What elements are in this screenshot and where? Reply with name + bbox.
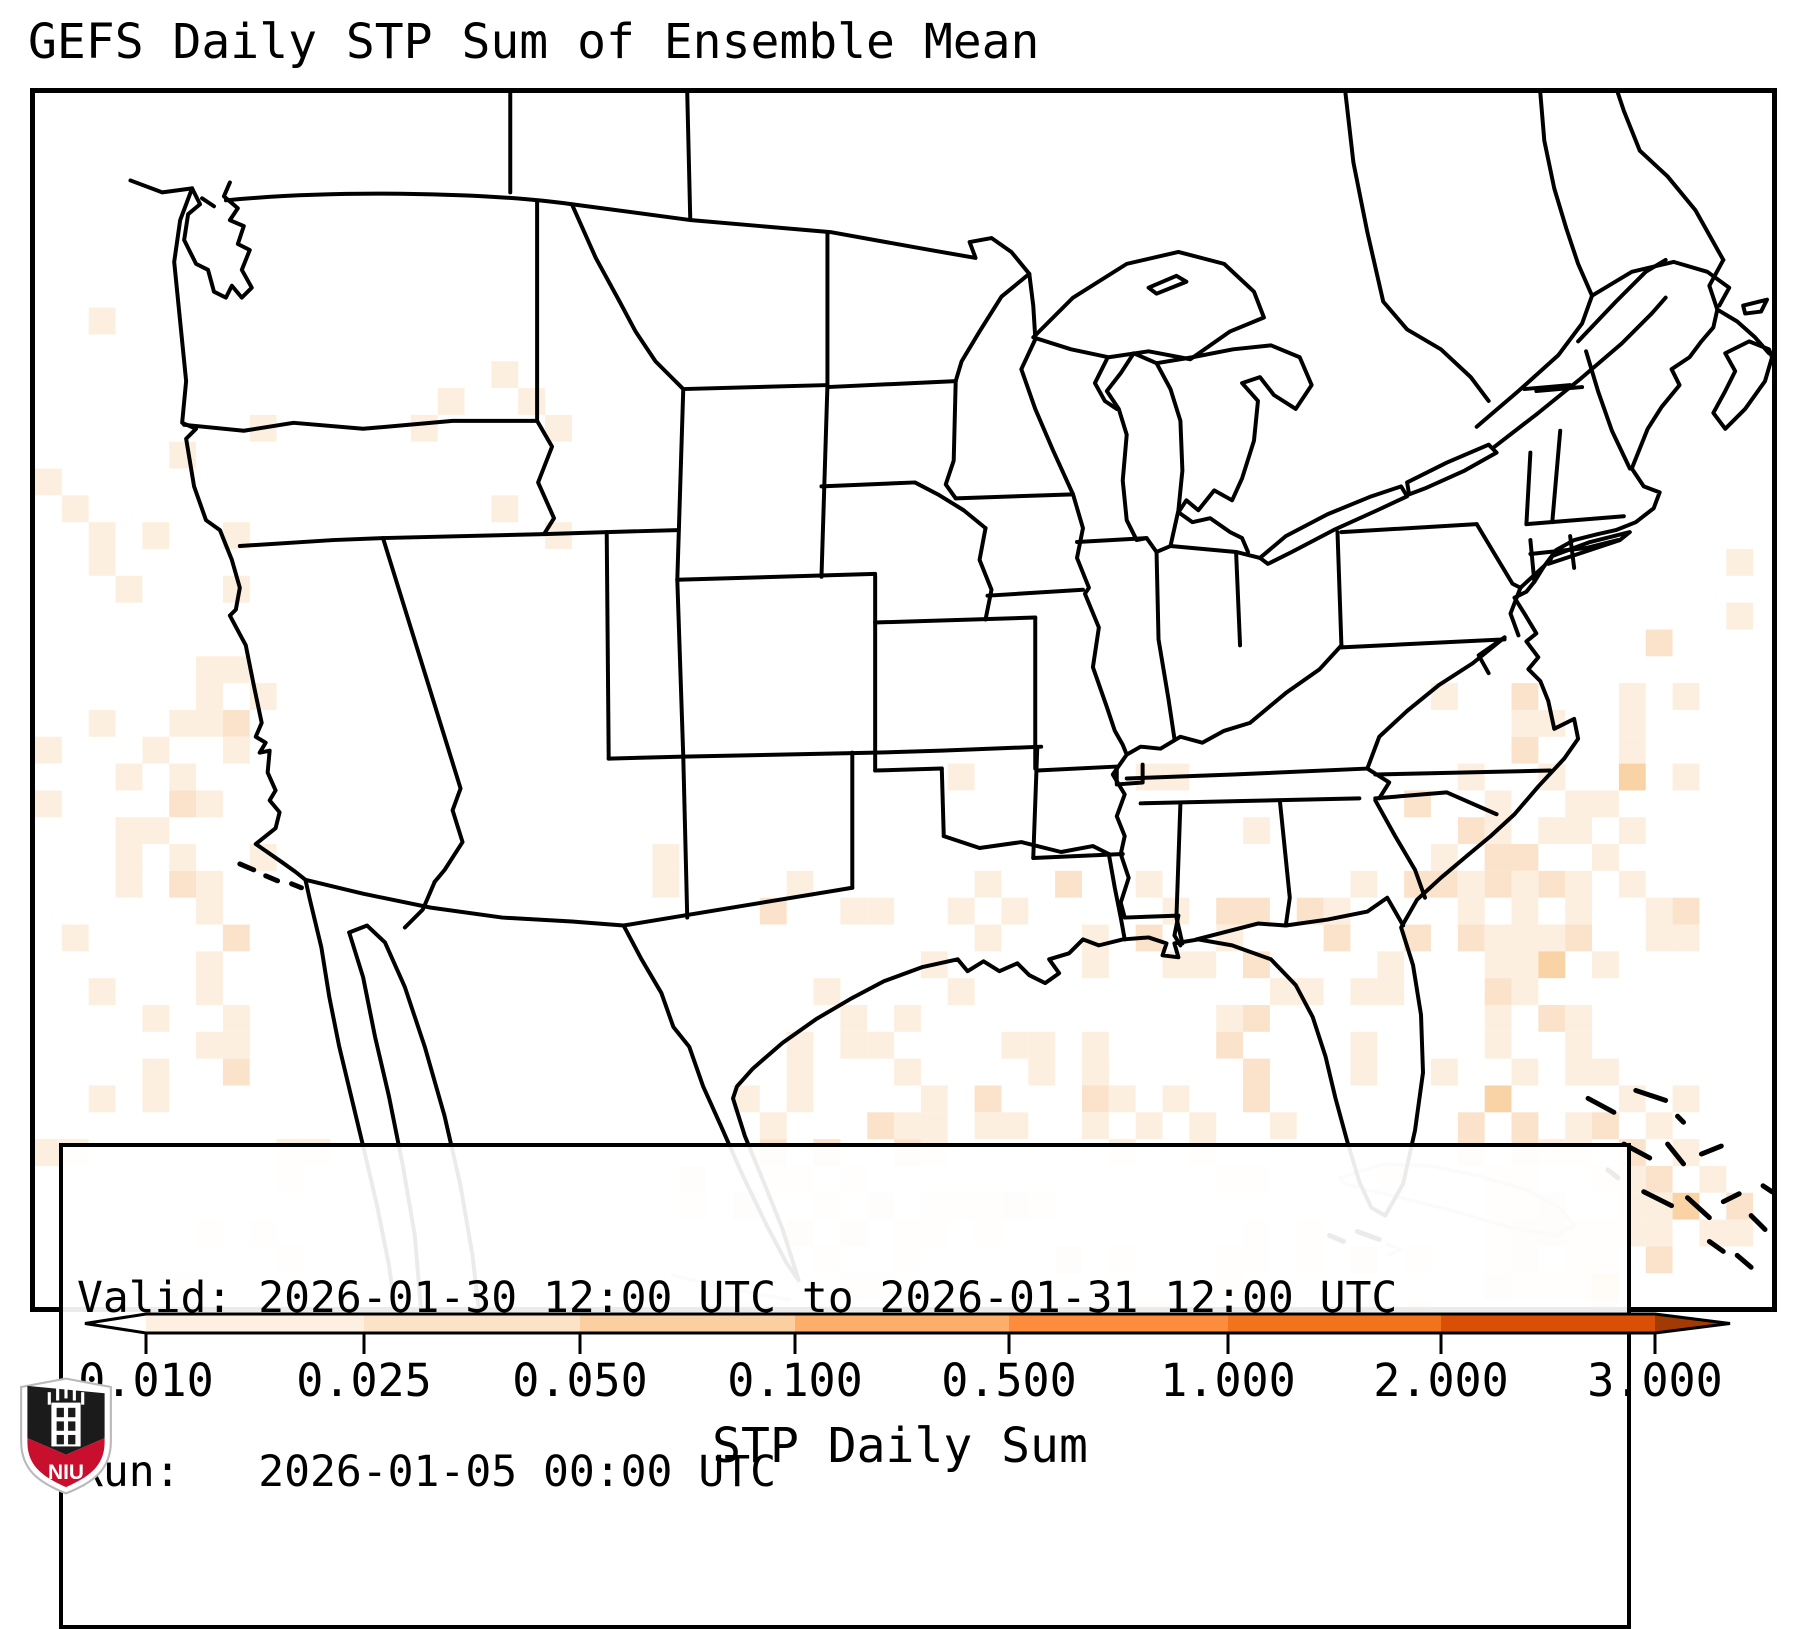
colorbar-tick-label: 3.000	[1587, 1354, 1723, 1407]
colorbar-tick-label: 2.000	[1373, 1354, 1509, 1407]
castle-windows	[56, 1407, 76, 1445]
niu-shield-icon: NIU	[20, 1377, 112, 1495]
colorbar-tick-labels: 0.010 0.025 0.050 0.100 0.500 1.000 2.000 3.000	[0, 1354, 1803, 1407]
castle-tower-icon	[51, 1402, 81, 1447]
niu-logo: NIU	[18, 1376, 114, 1496]
figure-canvas: { "figure": { "title": "GEFS Daily STP S…	[0, 14, 1803, 1629]
colorbar-tick-label: 0.100	[727, 1354, 863, 1407]
figure-title: GEFS Daily STP Sum of Ensemble Mean	[28, 14, 1040, 70]
shield-red-band	[27, 1438, 105, 1488]
colorbar-axis-label: STP Daily Sum	[712, 1418, 1088, 1474]
colorbar-tick-label: 1.000	[1160, 1354, 1296, 1407]
colorbar	[60, 1306, 1760, 1362]
map-panel: Valid: 2026-01-30 12:00 UTC to 2026-01-3…	[30, 88, 1777, 1629]
run-line: Run: 2026-01-05 00:00 UTC	[77, 1447, 776, 1497]
colorbar-gradient	[84, 1312, 1731, 1354]
colorbar-tick-label: 0.025	[296, 1354, 432, 1407]
colorbar-tick-label: 0.500	[941, 1354, 1077, 1407]
castle-spires-icon	[47, 1383, 85, 1405]
niu-logo-text: NIU	[48, 1461, 84, 1484]
colorbar-tick-label: 0.050	[512, 1354, 648, 1407]
us-forecast-map	[35, 93, 1772, 1307]
state-country-borders	[128, 93, 1772, 1307]
